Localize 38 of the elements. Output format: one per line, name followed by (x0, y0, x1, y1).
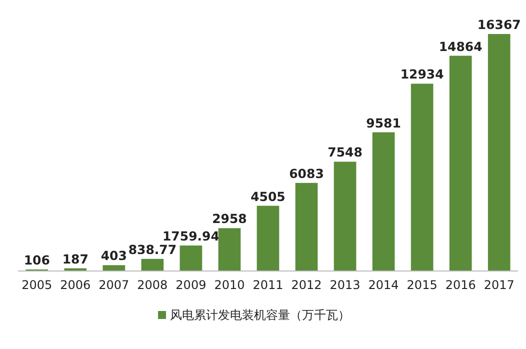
x-tick-label: 2010 (214, 278, 245, 292)
bar (256, 206, 280, 271)
x-tick-label: 2009 (176, 278, 206, 292)
data-label: 16367 (477, 17, 521, 32)
x-tick-label: 2006 (60, 278, 91, 292)
data-label: 12934 (400, 66, 444, 82)
bar (295, 182, 318, 271)
x-tick-label: 2007 (98, 278, 130, 292)
data-label: 4505 (250, 188, 286, 204)
bar (180, 246, 202, 271)
data-label: 9581 (366, 115, 401, 130)
x-tick-label: 2005 (22, 278, 52, 292)
data-label: 187 (62, 251, 88, 266)
x-tick-label: 2008 (137, 278, 168, 292)
bar (218, 228, 241, 271)
data-label: 2958 (212, 211, 247, 226)
x-tick-label: 2013 (330, 278, 360, 292)
x-tick-label: 2011 (252, 278, 284, 292)
legend-label: 风电累计发电装机容量（万千瓦） (170, 308, 350, 322)
x-tick-label: 2014 (368, 278, 399, 292)
bar (449, 56, 472, 271)
data-label: 106 (24, 252, 50, 268)
bar (488, 34, 510, 271)
x-tick-label: 2012 (291, 278, 322, 292)
data-label: 838.77 (128, 242, 177, 257)
data-label: 6083 (289, 166, 324, 181)
bar (372, 132, 395, 271)
bar (102, 265, 126, 271)
data-label: 14864 (438, 38, 483, 54)
x-tick-label: 2017 (484, 278, 514, 292)
data-label: 403 (100, 248, 127, 264)
data-label: 1759.94 (162, 228, 220, 244)
data-label: 7548 (328, 144, 362, 160)
bar (410, 84, 434, 271)
bar (141, 258, 164, 271)
x-tick-label: 2015 (406, 278, 438, 292)
bar (334, 162, 356, 271)
x-tick-label: 2016 (445, 278, 476, 292)
